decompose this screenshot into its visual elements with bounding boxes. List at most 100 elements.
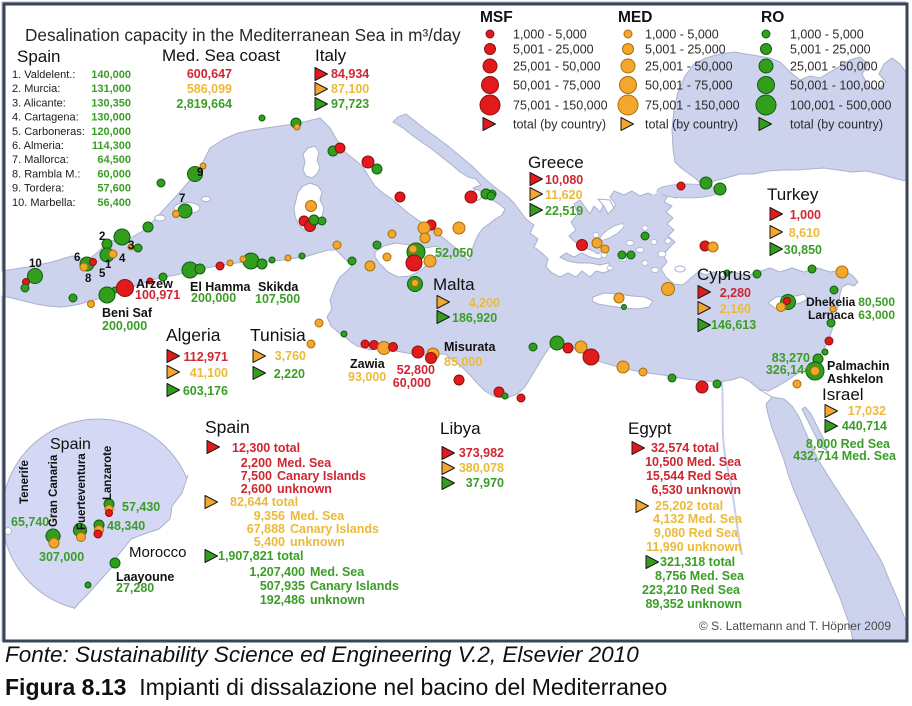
svg-text:7,500: 7,500 — [241, 469, 272, 483]
svg-text:8,610: 8,610 — [789, 226, 820, 240]
svg-text:Israel: Israel — [822, 385, 864, 404]
svg-text:Tunisia: Tunisia — [250, 325, 306, 345]
svg-text:total (by country): total (by country) — [645, 118, 738, 132]
svg-text:50,001 - 75,000: 50,001 - 75,000 — [645, 79, 733, 93]
svg-text:2,280: 2,280 — [720, 286, 751, 300]
svg-text:64,500: 64,500 — [97, 154, 131, 166]
svg-text:89,352 unknown: 89,352 unknown — [645, 597, 742, 611]
svg-text:2,200: 2,200 — [241, 456, 272, 470]
svg-text:1,000 - 5,000: 1,000 - 5,000 — [790, 28, 864, 42]
svg-text:4. Cartagena:: 4. Cartagena: — [12, 112, 79, 124]
svg-text:67,888: 67,888 — [247, 522, 285, 536]
svg-text:10,500 Med. Sea: 10,500 Med. Sea — [645, 455, 742, 469]
svg-text:9: 9 — [197, 167, 203, 179]
svg-text:Italy: Italy — [315, 46, 347, 65]
svg-text:© S. Lattemann and T. Höpner 2: © S. Lattemann and T. Höpner 2009 — [699, 619, 891, 633]
svg-text:112,971: 112,971 — [184, 350, 229, 364]
svg-text:Spain: Spain — [205, 417, 250, 437]
svg-text:380,078: 380,078 — [459, 461, 504, 475]
svg-text:9. Tordera:: 9. Tordera: — [12, 183, 64, 195]
svg-text:131,000: 131,000 — [91, 83, 131, 95]
svg-text:total (by country): total (by country) — [513, 118, 606, 132]
svg-text:25,001 - 50,000: 25,001 - 50,000 — [513, 60, 601, 74]
svg-text:Egypt: Egypt — [628, 419, 672, 438]
svg-text:2,220: 2,220 — [274, 367, 305, 381]
svg-text:Turkey: Turkey — [767, 185, 819, 204]
svg-text:85,000: 85,000 — [444, 355, 482, 369]
svg-text:1,000 - 5,000: 1,000 - 5,000 — [513, 28, 587, 42]
svg-text:Lanzarote: Lanzarote — [102, 446, 114, 500]
svg-text:Gran Canaria: Gran Canaria — [48, 454, 60, 527]
svg-text:63,000: 63,000 — [858, 308, 895, 322]
svg-text:Morocco: Morocco — [129, 544, 187, 561]
svg-text:7. Mallorca:: 7. Mallorca: — [12, 154, 69, 166]
svg-text:Med. Sea: Med. Sea — [310, 565, 365, 579]
svg-text:586,099: 586,099 — [187, 82, 232, 96]
svg-text:25,202 total: 25,202 total — [655, 499, 723, 513]
svg-text:17,032: 17,032 — [848, 404, 886, 418]
svg-text:Zawia: Zawia — [350, 357, 386, 371]
svg-text:Greece: Greece — [528, 153, 584, 172]
svg-text:Beni Saf: Beni Saf — [102, 306, 153, 320]
svg-text:5,001 - 25,000: 5,001 - 25,000 — [645, 43, 726, 57]
svg-text:114,300: 114,300 — [92, 140, 131, 152]
svg-text:4,132 Med. Sea: 4,132 Med. Sea — [653, 512, 743, 526]
svg-text:11,620: 11,620 — [545, 188, 583, 202]
svg-text:Med. Sea coast: Med. Sea coast — [162, 46, 280, 65]
svg-text:Canary Islands: Canary Islands — [277, 469, 366, 483]
svg-text:2,819,664: 2,819,664 — [176, 97, 232, 111]
svg-text:5,001 - 25,000: 5,001 - 25,000 — [790, 43, 871, 57]
svg-text:93,000: 93,000 — [348, 370, 386, 384]
svg-text:507,935: 507,935 — [260, 579, 305, 593]
svg-text:84,934: 84,934 — [331, 67, 369, 81]
svg-text:El Hamma: El Hamma — [190, 280, 251, 294]
svg-text:75,001 - 150,000: 75,001 - 150,000 — [513, 99, 608, 113]
svg-text:30,850: 30,850 — [784, 243, 822, 257]
svg-text:3. Alicante:: 3. Alicante: — [12, 97, 66, 109]
svg-text:10,080: 10,080 — [545, 173, 583, 187]
svg-text:1,000 - 5,000: 1,000 - 5,000 — [645, 28, 719, 42]
svg-text:1,907,821 total: 1,907,821 total — [218, 549, 303, 563]
svg-text:57,430: 57,430 — [122, 500, 160, 514]
svg-text:Palmachin: Palmachin — [827, 359, 890, 373]
svg-text:5,001 - 25,000: 5,001 - 25,000 — [513, 43, 594, 57]
svg-text:146,613: 146,613 — [711, 318, 756, 332]
svg-text:RO: RO — [761, 9, 784, 26]
svg-text:5,400: 5,400 — [254, 535, 285, 549]
svg-text:2,600: 2,600 — [241, 482, 272, 496]
svg-text:Figura 8.13 Impianti di dissa: Figura 8.13 Impianti di dissalazione nel… — [5, 674, 667, 700]
svg-text:200,000: 200,000 — [191, 291, 236, 305]
svg-text:unknown: unknown — [277, 482, 332, 496]
svg-text:8,000 Red Sea: 8,000 Red Sea — [806, 437, 891, 451]
svg-text:22,519: 22,519 — [545, 204, 583, 218]
svg-text:52,800: 52,800 — [397, 363, 435, 377]
svg-text:60,000: 60,000 — [97, 168, 131, 180]
svg-text:4: 4 — [119, 253, 126, 265]
svg-text:223,210 Red Sea: 223,210 Red Sea — [642, 583, 741, 597]
svg-text:Desalination capacity in the M: Desalination capacity in the Mediterrane… — [25, 25, 461, 45]
svg-text:6. Almeria:: 6. Almeria: — [12, 140, 64, 152]
svg-text:48,340: 48,340 — [107, 519, 145, 533]
svg-text:Larnaca: Larnaca — [808, 308, 854, 322]
svg-text:3,760: 3,760 — [275, 349, 306, 363]
svg-text:Arzew: Arzew — [136, 277, 173, 291]
svg-text:5. Carboneras:: 5. Carboneras: — [12, 126, 85, 138]
svg-text:Med. Sea: Med. Sea — [290, 509, 345, 523]
svg-text:80,500: 80,500 — [858, 295, 895, 309]
svg-text:97,723: 97,723 — [331, 97, 369, 111]
svg-text:Canary Islands: Canary Islands — [310, 579, 399, 593]
svg-text:52,050: 52,050 — [435, 246, 473, 260]
svg-text:11,990 unknown: 11,990 unknown — [646, 540, 742, 554]
svg-text:140,000: 140,000 — [91, 69, 131, 81]
svg-text:Malta: Malta — [433, 275, 475, 294]
svg-text:Cyprus: Cyprus — [697, 265, 751, 284]
svg-text:Canary Islands: Canary Islands — [290, 522, 379, 536]
svg-text:unknown: unknown — [290, 535, 345, 549]
svg-text:50,001 - 75,000: 50,001 - 75,000 — [513, 79, 601, 93]
svg-text:100,001 - 500,000: 100,001 - 500,000 — [790, 99, 892, 113]
svg-text:Fuerteventura: Fuerteventura — [76, 453, 88, 530]
svg-text:321,318 total: 321,318 total — [660, 555, 735, 569]
svg-text:Spain: Spain — [50, 436, 91, 453]
svg-text:75,001 - 150,000: 75,001 - 150,000 — [645, 99, 740, 113]
svg-text:Misurata: Misurata — [444, 340, 496, 354]
